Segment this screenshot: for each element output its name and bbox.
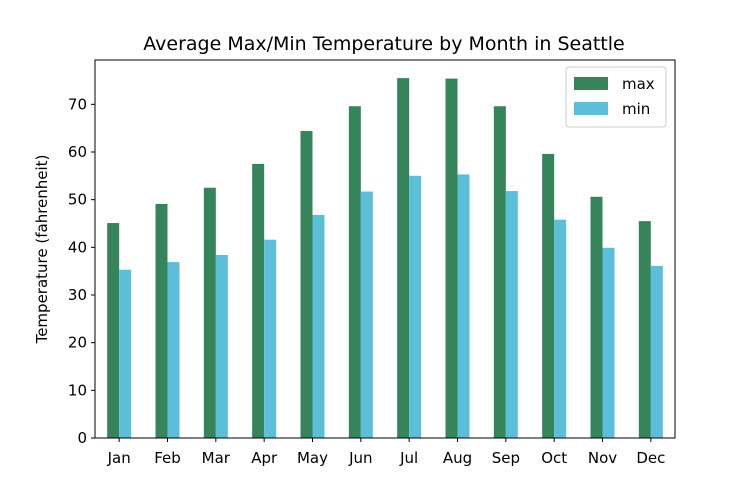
- bar-max-aug: [445, 78, 458, 439]
- bar-min-apr: [264, 239, 277, 438]
- y-tick-label: 0: [77, 429, 87, 447]
- x-tick-label-apr: Apr: [251, 449, 278, 467]
- y-tick-label: 50: [68, 191, 87, 209]
- bar-max-feb: [155, 203, 168, 438]
- bar-min-aug: [457, 174, 470, 439]
- bar-max-may: [300, 131, 313, 438]
- y-tick-label: 40: [68, 238, 87, 256]
- legend-swatch-min: [574, 102, 608, 115]
- y-axis-label: Temperature (fahrenheit): [33, 155, 51, 345]
- x-tick-label-jul: Jul: [399, 449, 418, 467]
- legend: max min: [565, 66, 667, 128]
- bar-min-sep: [505, 191, 518, 438]
- y-tick-label: 60: [68, 143, 87, 161]
- bar-max-jan: [107, 223, 120, 438]
- y-tick-label: 30: [68, 286, 87, 304]
- bar-min-nov: [602, 247, 615, 438]
- bar-min-jul: [409, 175, 422, 438]
- bar-min-jan: [119, 269, 132, 438]
- x-tick-label-jun: Jun: [348, 449, 372, 467]
- bar-min-mar: [215, 254, 228, 438]
- bar-min-feb: [167, 262, 180, 438]
- bar-min-dec: [650, 265, 663, 438]
- bar-max-jun: [348, 106, 361, 439]
- x-tick-label-may: May: [297, 449, 328, 467]
- bars-group: [107, 78, 663, 439]
- x-tick-label-dec: Dec: [636, 449, 665, 467]
- legend-label-min: min: [622, 100, 650, 118]
- x-tick-label-nov: Nov: [588, 449, 617, 467]
- bar-max-dec: [638, 221, 651, 438]
- legend-label-max: max: [622, 75, 655, 93]
- axes-group: 0 10 20 30 40 50 60 70 Jan Feb Mar Apr May Jun Jul Aug S…: [68, 59, 676, 467]
- x-tick-label-feb: Feb: [154, 449, 181, 467]
- x-tick-label-aug: Aug: [443, 449, 472, 467]
- bar-max-nov: [590, 196, 603, 438]
- y-tick-label: 10: [68, 381, 87, 399]
- x-tick-label-sep: Sep: [492, 449, 520, 467]
- bar-min-oct: [554, 219, 567, 438]
- x-tick-label-jan: Jan: [107, 449, 131, 467]
- plot-frame: [94, 59, 676, 439]
- bar-max-jul: [397, 78, 410, 438]
- bar-max-mar: [203, 187, 216, 438]
- bar-min-may: [312, 214, 325, 438]
- bar-max-apr: [252, 163, 265, 438]
- y-tick-label: 20: [68, 334, 87, 352]
- y-tick-label: 70: [68, 95, 87, 113]
- bar-min-jun: [360, 191, 373, 438]
- legend-swatch-max: [574, 77, 608, 90]
- x-tick-label-oct: Oct: [541, 449, 567, 467]
- x-tick-label-mar: Mar: [202, 449, 231, 467]
- bar-max-sep: [493, 106, 506, 439]
- chart-title: Average Max/Min Temperature by Month in …: [143, 33, 624, 55]
- bar-max-oct: [542, 153, 555, 438]
